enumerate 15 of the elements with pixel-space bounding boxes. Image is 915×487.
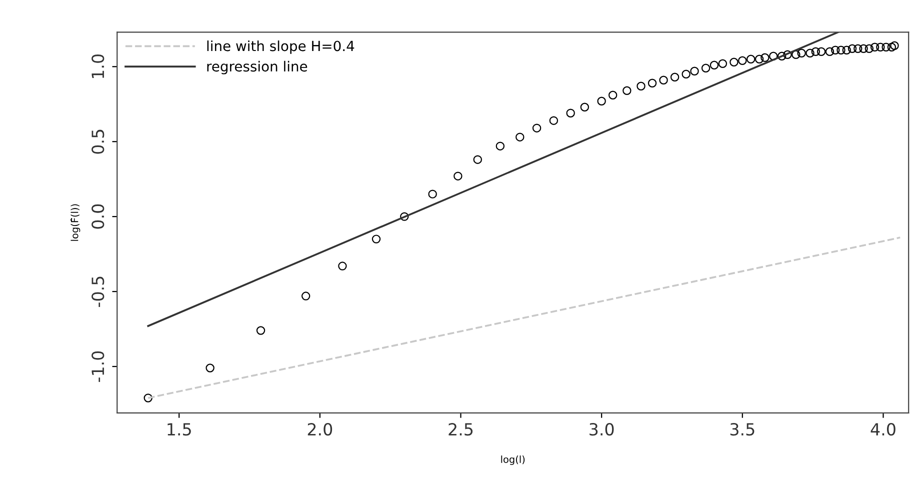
x-tick-label: 3.5 [730, 422, 754, 436]
y-tick-label: -0.5 [92, 276, 104, 307]
x-tick-label: 2.0 [308, 422, 332, 436]
y-tick-label: 1.0 [92, 54, 104, 78]
y-axis-title: log(F̂(l)) [70, 204, 80, 241]
x-tick-label: 1.5 [168, 423, 191, 436]
x-tick-label: 2.5 [448, 422, 473, 436]
legend-label: regression line [207, 60, 308, 74]
x-tick-label: 4.0 [870, 422, 896, 436]
y-tick-label: -1.0 [92, 351, 104, 382]
x-axis-title: log(l) [501, 455, 525, 465]
y-tick-label: 0.0 [92, 204, 104, 229]
legend-label: line with slope H=0.4 [207, 40, 354, 54]
y-tick-label: 0.5 [92, 130, 104, 154]
x-tick-label: 3.0 [590, 422, 614, 436]
